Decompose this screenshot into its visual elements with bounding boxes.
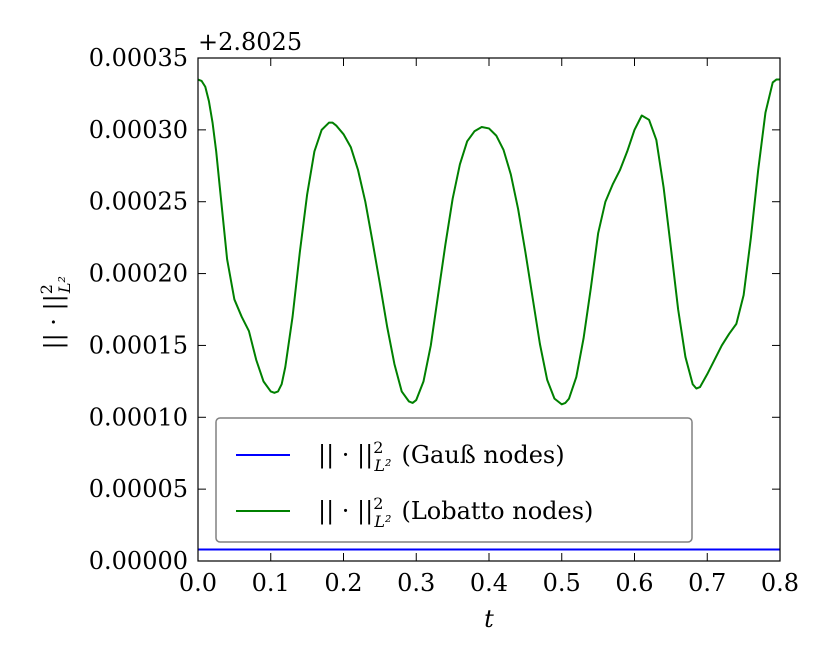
svg-text:|| · ||2L²: || · ||2L² <box>37 276 74 349</box>
y-tick-label: 0.00020 <box>89 260 188 288</box>
x-tick-label: 0.6 <box>615 569 653 597</box>
series-lines <box>197 78 780 551</box>
y-tick-label: 0.00010 <box>89 403 188 431</box>
x-tick-label: 0.3 <box>397 569 435 597</box>
y-offset-label: +2.8025 <box>198 28 302 56</box>
legend-entry-0: || · ||2 L² (Gauß nodes) <box>318 438 565 475</box>
y-tick-label: 0.00035 <box>89 44 188 72</box>
plot-area: 0.0 0.1 0.2 0.3 0.4 0.5 0.6 0.7 0.80.000000.0000… <box>37 28 799 633</box>
y-tick-label: 0.00030 <box>89 116 188 144</box>
y-tick-label: 0.00025 <box>89 188 188 216</box>
legend-label-1: || · ||2 L² (Lobatto nodes) <box>318 494 593 531</box>
legend-box <box>215 417 693 543</box>
x-axis: 0.0 0.1 0.2 0.3 0.4 0.5 0.6 0.7 0.8 <box>179 58 799 597</box>
x-tick-label: 0.4 <box>470 569 508 597</box>
y-tick-label: 0.00000 <box>89 547 188 575</box>
x-tick-label: 0.1 <box>252 569 290 597</box>
legend-entry-1: || · ||2 L² (Lobatto nodes) <box>318 494 593 531</box>
x-tick-label: 0.7 <box>688 569 726 597</box>
y-axis: 0.00000 0.00005 0.00010 0.00015 0.00020 0.000… <box>89 44 780 575</box>
x-tick-label: 0.0 <box>179 569 217 597</box>
x-tick-label: 0.8 <box>761 569 799 597</box>
legend: || · ||2 L² (Gauß nodes) || · ||2 L² (Lobatto… <box>215 417 693 543</box>
x-axis-label: t <box>484 605 494 633</box>
y-axis-label: || · ||2L² <box>37 276 74 349</box>
legend-label-0: || · ||2 L² (Gauß nodes) <box>318 438 565 475</box>
x-tick-label: 0.5 <box>543 569 581 597</box>
series-line-1 <box>197 78 780 406</box>
y-tick-label: 0.00015 <box>89 331 188 359</box>
x-tick-label: 0.2 <box>324 569 362 597</box>
y-tick-label: 0.00005 <box>89 475 188 503</box>
